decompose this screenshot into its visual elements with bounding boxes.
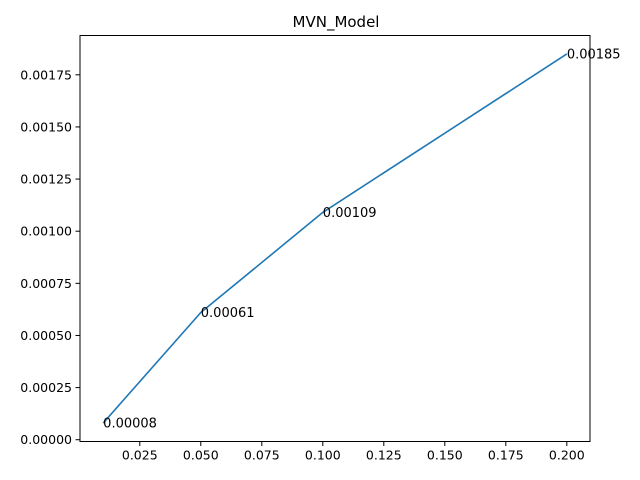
x-tick-label: 0.150	[427, 448, 463, 463]
y-tick-label: 0.00025	[20, 380, 72, 395]
y-tick-label: 0.00125	[20, 172, 72, 187]
axis-ticks: 0.025 0.050 0.075 0.100 0.125 0.150 0.175 0.200…	[20, 67, 584, 462]
data-point-label: 0.00061	[201, 306, 255, 321]
x-tick-label: 0.175	[488, 448, 524, 463]
series-layer	[102, 53, 568, 424]
plot-area-frame	[79, 35, 591, 442]
x-tick-label: 0.075	[244, 448, 280, 463]
chart-title: MVN_Model	[293, 13, 380, 32]
y-tick-label: 0.00150	[20, 119, 72, 134]
x-tick-label: 0.200	[549, 448, 585, 463]
data-labels: 0.00008 0.00061 0.00109 0.00185	[103, 47, 620, 431]
x-tick-label: 0.100	[305, 448, 341, 463]
x-tick-label: 0.050	[183, 448, 219, 463]
y-tick-label: 0.00175	[20, 67, 72, 82]
data-point-label: 0.00109	[323, 206, 377, 221]
series-line	[102, 53, 568, 424]
y-tick-label: 0.00050	[20, 328, 72, 343]
y-tick-label: 0.00100	[20, 224, 72, 239]
x-tick-label: 0.125	[366, 448, 402, 463]
y-tick-label: 0.00075	[20, 276, 72, 291]
x-tick-label: 0.025	[122, 448, 158, 463]
y-tick-label: 0.00000	[20, 432, 72, 447]
data-point-label: 0.00185	[567, 47, 621, 62]
data-point-label: 0.00008	[103, 417, 157, 432]
